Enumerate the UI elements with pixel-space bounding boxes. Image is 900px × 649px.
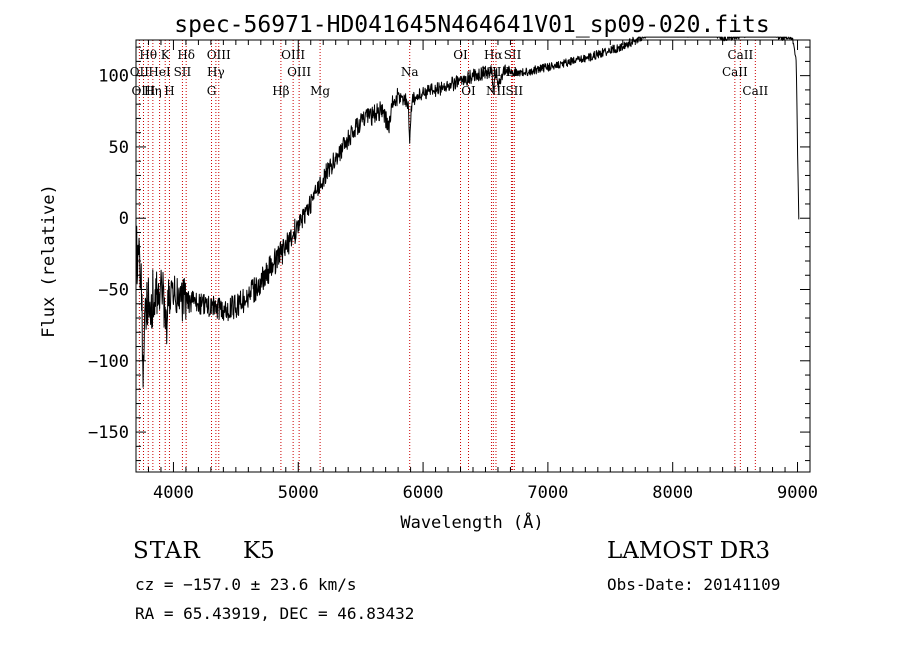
line-label: Hγ — [207, 65, 225, 79]
line-label: H — [164, 84, 174, 98]
x-axis: 4000 5000 6000 7000 8000 9000 — [147, 40, 818, 503]
line-label: Hθ — [139, 48, 157, 62]
x-tick-label: 8000 — [652, 483, 693, 503]
x-tick-label: 4000 — [153, 483, 194, 503]
line-label: CaII — [742, 84, 768, 98]
object-subclass: K5 — [243, 538, 275, 564]
redshift-cz: cz = −157.0 ± 23.6 km/s — [135, 575, 357, 594]
line-label: SII — [174, 65, 192, 79]
plot-frame — [135, 39, 811, 473]
line-label: K — [161, 48, 171, 62]
y-tick-label: −150 — [88, 423, 129, 443]
y-tick-label: 50 — [109, 138, 129, 158]
x-tick-label: 7000 — [527, 483, 568, 503]
line-label: Hα — [484, 48, 503, 62]
line-label: Hδ — [177, 48, 195, 62]
line-label: Hη — [144, 84, 162, 98]
object-class: STAR — [133, 538, 201, 564]
y-axis: −150 −100 −50 0 50 100 — [88, 46, 810, 462]
line-label: Na — [401, 65, 419, 79]
line-label: OIII — [207, 48, 231, 62]
line-label: OIII — [131, 84, 155, 98]
line-label: OIII — [281, 48, 305, 62]
line-label: OI — [453, 48, 468, 62]
line-label: OI — [461, 84, 476, 98]
line-label: Hβ — [272, 84, 289, 98]
line-label: G — [207, 84, 217, 98]
line-label: SII — [505, 84, 523, 98]
line-label: OII — [130, 65, 150, 79]
x-tick-label: 5000 — [278, 483, 319, 503]
line-label: CaII — [722, 65, 748, 79]
line-label: CaII — [727, 48, 753, 62]
y-tick-label: 100 — [98, 67, 129, 87]
survey-name: LAMOST DR3 — [607, 538, 771, 564]
x-axis-label: Wavelength (Å) — [400, 511, 543, 533]
line-label: Mg — [310, 84, 330, 98]
spectrum-line — [135, 36, 800, 388]
line-label: HeI — [148, 65, 171, 79]
y-tick-label: −50 — [98, 281, 129, 301]
x-tick-label: 6000 — [403, 483, 444, 503]
ra-dec-coordinates: RA = 65.43919, DEC = 46.83432 — [135, 604, 415, 623]
x-tick-label: 9000 — [777, 483, 818, 503]
y-tick-label: 0 — [119, 209, 129, 229]
line-label: OIII — [287, 65, 311, 79]
observation-date: Obs-Date: 20141109 — [607, 575, 781, 594]
chart-title: spec-56971-HD041645N464641V01_sp09-020.f… — [174, 12, 769, 38]
y-axis-label: Flux (relative) — [39, 184, 59, 338]
y-tick-label: −100 — [88, 352, 129, 372]
line-label: NII — [486, 84, 506, 98]
line-label: SII — [504, 48, 522, 62]
